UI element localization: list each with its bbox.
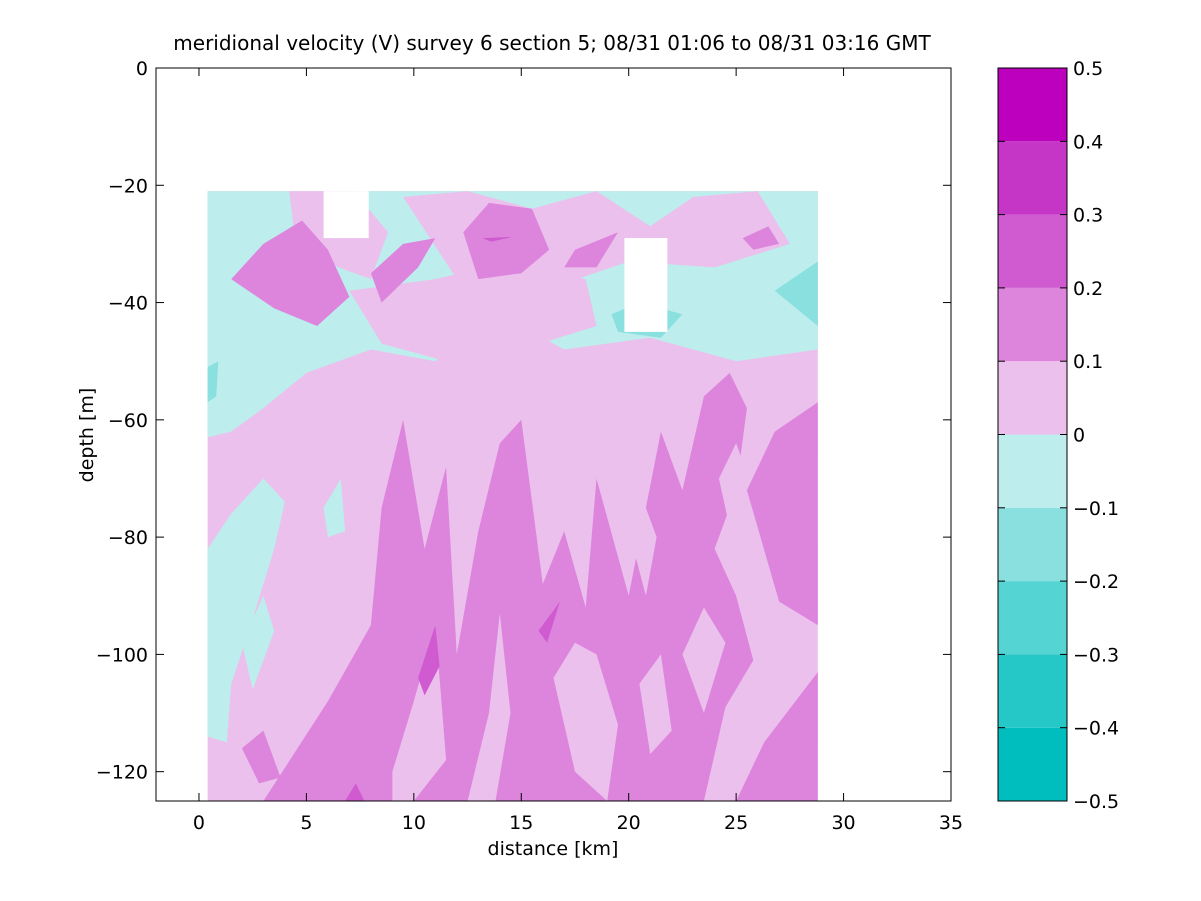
colorbar-swatch bbox=[998, 141, 1067, 215]
colorbar: −0.5 −0.4 −0.3 −0.2 −0.1 0 0.1 0.2 0.3 0.4 0.5 bbox=[997, 58, 1119, 813]
contour-region bbox=[463, 202, 550, 280]
colorbar-swatch bbox=[998, 727, 1067, 801]
x-tick-label: 30 bbox=[831, 812, 855, 834]
contour-region bbox=[345, 783, 365, 801]
y-tick-label: −40 bbox=[108, 293, 148, 315]
contour-region bbox=[323, 478, 346, 538]
colorbar-tick-label: 0 bbox=[1073, 425, 1085, 447]
x-tick-label: 0 bbox=[193, 812, 205, 834]
x-tick-label: 15 bbox=[509, 812, 533, 834]
colorbar-swatch bbox=[998, 654, 1067, 728]
colorbar-tick-label: −0.4 bbox=[1073, 718, 1119, 740]
colorbar-swatch bbox=[998, 507, 1067, 582]
colorbar-tick-label: 0.2 bbox=[1073, 278, 1103, 300]
colorbar-tick-label: −0.2 bbox=[1073, 571, 1119, 593]
colorbar-tick-label: −0.3 bbox=[1073, 644, 1119, 666]
y-tick-label: −120 bbox=[96, 762, 148, 784]
contour-region bbox=[564, 232, 618, 268]
colorbar-tick-label: 0.5 bbox=[1073, 58, 1103, 80]
colorbar-swatch bbox=[998, 434, 1067, 508]
chart-title: meridional velocity (V) survey 6 section… bbox=[173, 31, 931, 55]
x-axis-ticks: 0 5 10 15 20 25 30 35 bbox=[193, 68, 963, 834]
contour-region bbox=[349, 261, 597, 362]
contour-region bbox=[241, 730, 281, 784]
contour-region bbox=[682, 607, 726, 713]
data-gap bbox=[624, 238, 668, 332]
colorbar-tick-label: 0.1 bbox=[1073, 351, 1103, 373]
y-axis-label: depth [m] bbox=[76, 388, 98, 483]
x-tick-label: 10 bbox=[402, 812, 426, 834]
y-axis-ticks: 0 −20 −40 −60 −80 −100 −120 bbox=[96, 58, 951, 784]
x-axis-label: distance [km] bbox=[488, 838, 619, 860]
y-tick-label: −80 bbox=[108, 527, 148, 549]
colorbar-tick-label: 0.4 bbox=[1073, 131, 1103, 153]
x-tick-label: 5 bbox=[300, 812, 312, 834]
contour-region bbox=[774, 261, 818, 326]
colorbar-swatch bbox=[998, 68, 1067, 142]
data-gap bbox=[323, 191, 369, 239]
contour-region bbox=[207, 478, 285, 743]
contour-region bbox=[746, 402, 818, 626]
x-tick-label: 25 bbox=[724, 812, 748, 834]
y-tick-label: −20 bbox=[108, 175, 148, 197]
contour-region bbox=[635, 490, 657, 596]
contour-region bbox=[467, 613, 511, 801]
plot-frame bbox=[155, 67, 952, 802]
y-tick-label: −100 bbox=[96, 644, 148, 666]
colorbar-tick-label: −0.1 bbox=[1073, 498, 1119, 520]
contour-region bbox=[207, 361, 219, 403]
contour-region bbox=[241, 595, 275, 690]
contour-regions bbox=[207, 191, 818, 801]
colorbar-tick-label: −0.5 bbox=[1073, 791, 1119, 813]
contour-region bbox=[263, 372, 754, 801]
contour-region bbox=[538, 601, 560, 643]
contour-region bbox=[482, 236, 513, 242]
contour-region bbox=[639, 654, 672, 755]
contour-region bbox=[718, 443, 749, 538]
contour-region bbox=[742, 226, 780, 250]
colorbar-tick-label: 0.3 bbox=[1073, 205, 1103, 227]
colorbar-swatch bbox=[998, 361, 1067, 435]
contour-region bbox=[231, 220, 350, 326]
colorbar-swatch bbox=[998, 287, 1067, 362]
data-gaps bbox=[323, 191, 668, 332]
colorbar-swatch bbox=[998, 581, 1067, 655]
contour-region bbox=[736, 672, 818, 801]
contour-region bbox=[370, 238, 436, 303]
y-tick-label: 0 bbox=[136, 58, 148, 80]
contour-region bbox=[418, 625, 440, 696]
x-tick-label: 20 bbox=[617, 812, 641, 834]
x-tick-label: 35 bbox=[939, 812, 963, 834]
y-tick-label: −60 bbox=[108, 410, 148, 432]
contour-region bbox=[553, 642, 618, 801]
colorbar-swatch bbox=[998, 214, 1067, 288]
